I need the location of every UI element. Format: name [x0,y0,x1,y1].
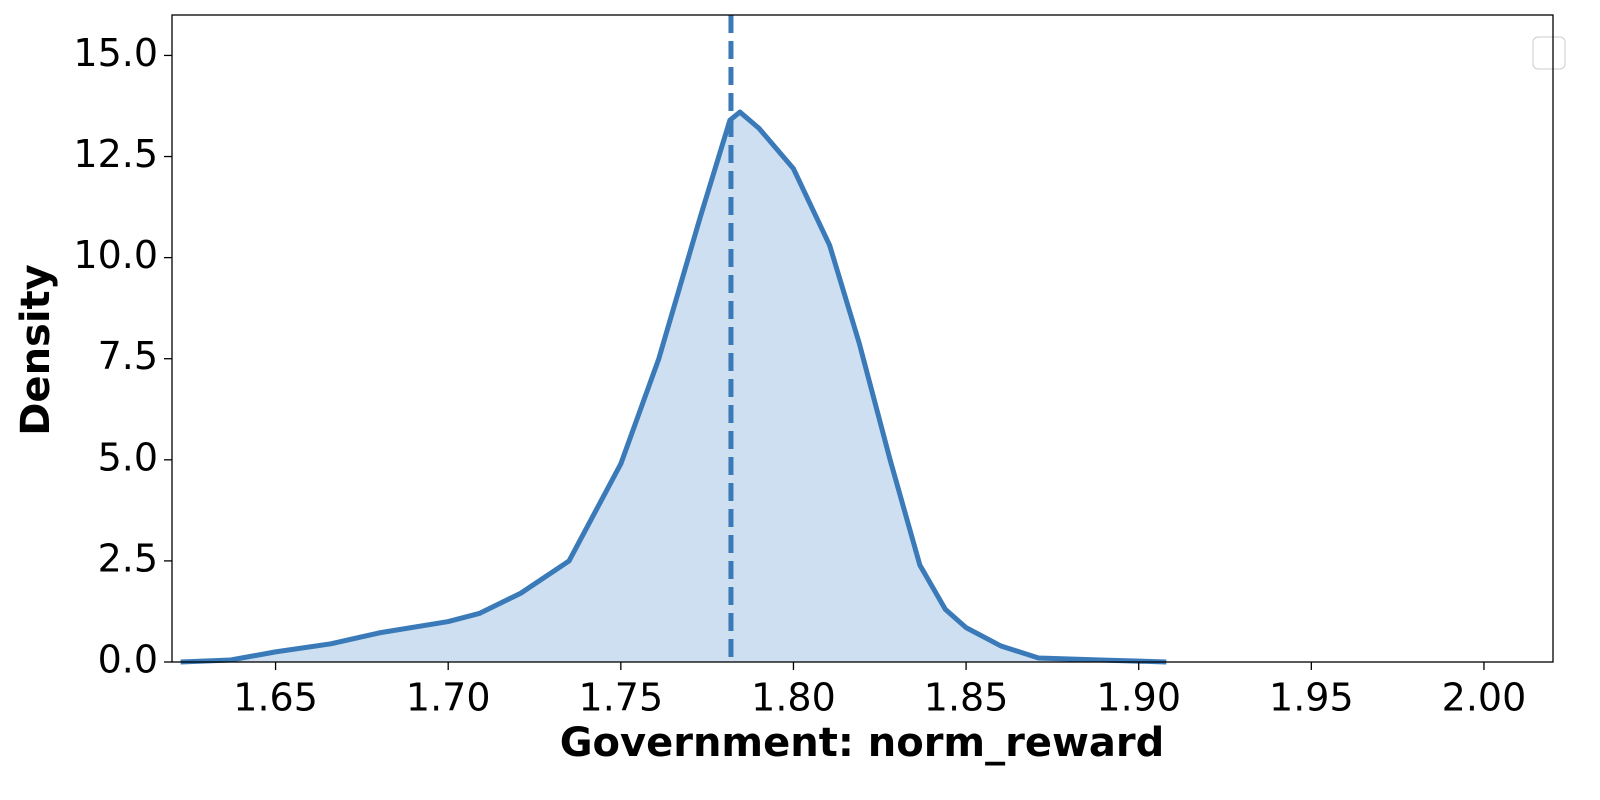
x-tick-label: 1.90 [1096,676,1181,720]
density-line [180,109,1167,665]
x-tick-label: 1.85 [924,676,1009,720]
x-tick-label: 1.75 [579,676,664,720]
plot-frame [171,14,1554,663]
legend-box [1532,36,1566,70]
x-tick-label: 2.00 [1442,676,1527,720]
y-tick-label: 5.0 [98,435,158,479]
y-axis-label: Density [13,264,59,436]
y-tick-label: 2.5 [98,536,158,580]
y-tick-label: 12.5 [73,132,158,176]
area-fill [180,112,1167,663]
x-tick-label: 1.80 [751,676,836,720]
y-tick-label: 15.0 [73,31,158,75]
y-tick-label: 10.0 [73,233,158,277]
x-axis-label: Government: norm_reward [560,720,1165,766]
y-tick-label: 0.0 [98,638,158,682]
y-tick-label: 7.5 [98,334,158,378]
x-tick-label: 1.70 [406,676,491,720]
x-tick-label: 1.95 [1269,676,1354,720]
x-tick-label: 1.65 [233,676,318,720]
